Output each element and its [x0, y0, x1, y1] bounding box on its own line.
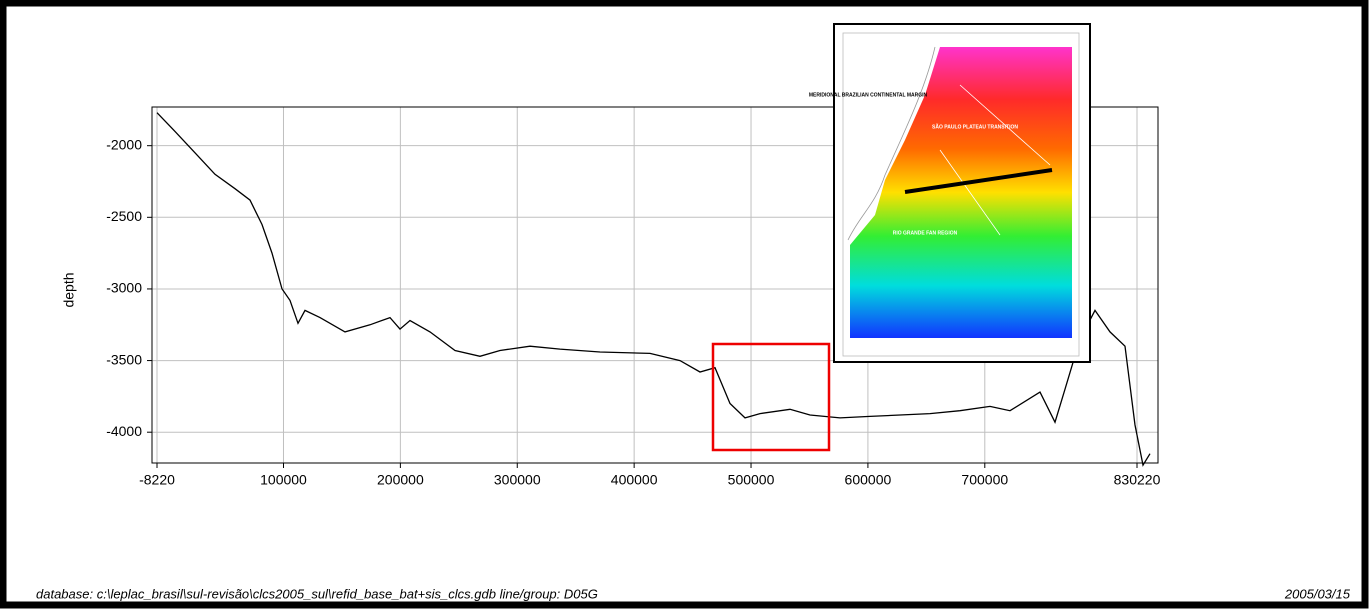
- y-axis-label: depth: [61, 272, 77, 307]
- y-tick-label: -3500: [106, 351, 142, 367]
- map-label: RIO GRANDE FAN REGION: [893, 230, 958, 236]
- inset-map: MERIDIONAL BRAZILIAN CONTINENTAL MARGIN …: [809, 24, 1090, 362]
- x-tick-label: 830220: [1114, 472, 1161, 488]
- x-tick-label: -8220: [139, 472, 175, 488]
- footer-left: database: c:\leplac_brasil\sul-revisão\c…: [36, 586, 598, 601]
- x-tick-label: 300000: [494, 472, 541, 488]
- y-tick-label: -2500: [106, 208, 142, 224]
- page: -2000 -2500 -3000 -3500 -4000 -8220 100000 2000…: [0, 0, 1370, 610]
- x-tick-label: 700000: [961, 472, 1008, 488]
- y-tick-label: -4000: [106, 423, 142, 439]
- frame: [3, 3, 1365, 605]
- map-label: SÃO PAULO PLATEAU TRANSITION: [932, 123, 1018, 130]
- x-tick-label: 500000: [728, 472, 775, 488]
- x-tick-label: 600000: [845, 472, 892, 488]
- y-tick-label: -3000: [106, 280, 142, 296]
- highlight-box: [713, 344, 829, 450]
- footer-right: 2005/03/15: [1284, 586, 1351, 601]
- map-label: MERIDIONAL BRAZILIAN CONTINENTAL MARGIN: [809, 92, 928, 98]
- x-tick-label: 400000: [611, 472, 658, 488]
- x-tick-label: 200000: [377, 472, 424, 488]
- x-tick-label: 100000: [260, 472, 307, 488]
- y-tick-label: -2000: [106, 136, 142, 152]
